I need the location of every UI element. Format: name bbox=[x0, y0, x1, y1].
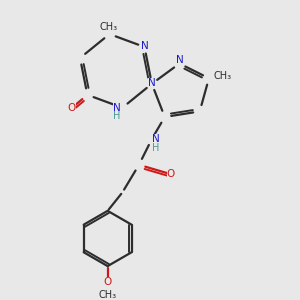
Text: O: O bbox=[103, 277, 112, 286]
Text: N: N bbox=[113, 103, 121, 113]
Text: N: N bbox=[176, 55, 184, 65]
Text: CH₃: CH₃ bbox=[99, 290, 117, 300]
Text: H: H bbox=[152, 142, 159, 152]
Text: H: H bbox=[113, 111, 121, 121]
Text: O: O bbox=[167, 169, 175, 179]
Text: CH₃: CH₃ bbox=[100, 22, 118, 32]
Text: N: N bbox=[148, 78, 156, 88]
Text: O: O bbox=[68, 103, 76, 113]
Text: N: N bbox=[141, 41, 149, 51]
Text: CH₃: CH₃ bbox=[214, 71, 232, 81]
Text: N: N bbox=[152, 134, 159, 144]
